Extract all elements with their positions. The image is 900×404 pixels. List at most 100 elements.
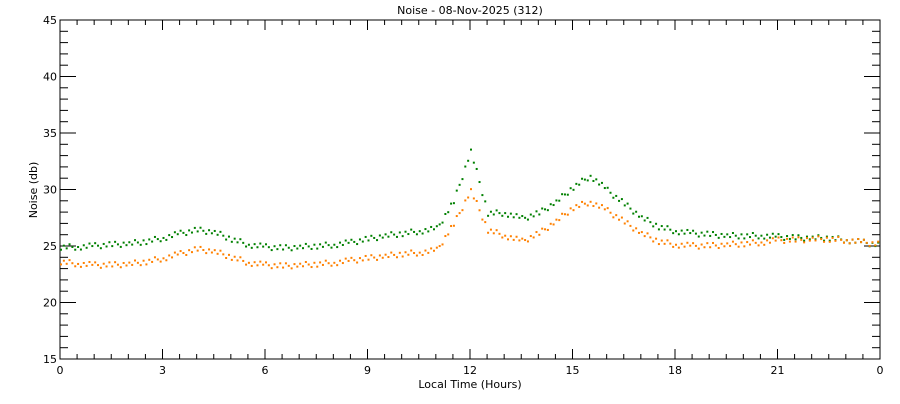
data-point [404, 251, 407, 254]
data-point [504, 234, 507, 237]
data-point [583, 202, 586, 205]
data-point [125, 264, 128, 267]
data-point [757, 244, 760, 247]
data-point [552, 204, 555, 207]
data-point [199, 245, 202, 248]
data-point [726, 233, 729, 236]
data-point [441, 243, 444, 246]
data-point [88, 260, 91, 263]
data-point [563, 193, 566, 196]
data-point [296, 247, 299, 250]
data-point [675, 230, 677, 233]
data-point [609, 211, 612, 214]
data-point [524, 239, 527, 242]
data-point [757, 237, 760, 240]
data-point [535, 210, 538, 213]
data-point [364, 254, 367, 257]
data-point [683, 232, 686, 235]
data-point [811, 236, 814, 239]
data-point [202, 229, 205, 232]
data-point [475, 199, 478, 202]
data-point [441, 221, 444, 224]
data-point [287, 246, 290, 249]
data-point [139, 243, 142, 246]
data-point [489, 228, 492, 231]
data-point [760, 234, 763, 237]
data-point [660, 225, 663, 228]
data-point [640, 231, 643, 234]
data-point [196, 249, 199, 252]
data-point [700, 243, 703, 246]
data-point [378, 234, 381, 237]
data-point [302, 265, 305, 268]
data-point [413, 252, 416, 255]
data-point [595, 178, 598, 181]
data-point [709, 246, 712, 249]
data-point [182, 252, 185, 255]
data-point [760, 241, 763, 244]
data-point [865, 241, 868, 244]
data-point [162, 236, 165, 239]
data-point [225, 256, 228, 259]
data-point [478, 209, 481, 212]
data-point [265, 261, 267, 264]
data-point [672, 245, 675, 248]
data-point [71, 262, 74, 265]
data-point [788, 240, 791, 243]
data-point [111, 265, 114, 268]
data-point [79, 248, 82, 251]
data-point [447, 211, 450, 214]
data-point [566, 193, 569, 196]
data-point [65, 262, 68, 265]
data-point [629, 207, 632, 210]
data-point [105, 265, 108, 268]
data-point [808, 238, 811, 241]
data-point [589, 200, 592, 203]
data-point [677, 246, 680, 249]
data-point [430, 225, 433, 228]
data-point [185, 253, 188, 256]
data-point [245, 263, 248, 266]
data-point [253, 261, 256, 264]
data-point [151, 240, 154, 243]
data-point [222, 234, 225, 237]
x-tick-label: 6 [262, 364, 269, 377]
data-point [376, 258, 379, 261]
data-point [655, 222, 658, 225]
data-point [478, 181, 481, 184]
data-point [786, 235, 789, 238]
data-point [828, 240, 831, 243]
data-point [669, 228, 672, 231]
data-point [159, 240, 162, 243]
data-point [862, 238, 865, 241]
data-point [791, 236, 794, 239]
data-point [492, 213, 495, 216]
data-point [205, 232, 208, 235]
data-point [766, 239, 769, 242]
data-point [230, 258, 233, 261]
data-point [683, 245, 686, 248]
data-point [142, 239, 145, 242]
data-point [421, 253, 424, 256]
data-point [680, 242, 683, 245]
data-point [603, 187, 606, 190]
data-point [142, 259, 145, 262]
x-tick-label: 21 [771, 364, 785, 377]
data-point [561, 193, 564, 196]
data-point [102, 242, 105, 245]
data-point [512, 238, 515, 241]
data-point [637, 215, 640, 218]
data-point [279, 244, 282, 247]
data-point [823, 240, 826, 243]
data-point [134, 239, 137, 242]
data-point [546, 209, 549, 212]
data-point [526, 218, 529, 221]
data-point [452, 202, 455, 205]
data-point [763, 237, 766, 240]
data-point [842, 241, 845, 244]
data-point [270, 249, 273, 252]
data-point [131, 243, 134, 246]
data-point [507, 238, 510, 241]
data-point [188, 249, 191, 252]
data-point [851, 238, 854, 241]
